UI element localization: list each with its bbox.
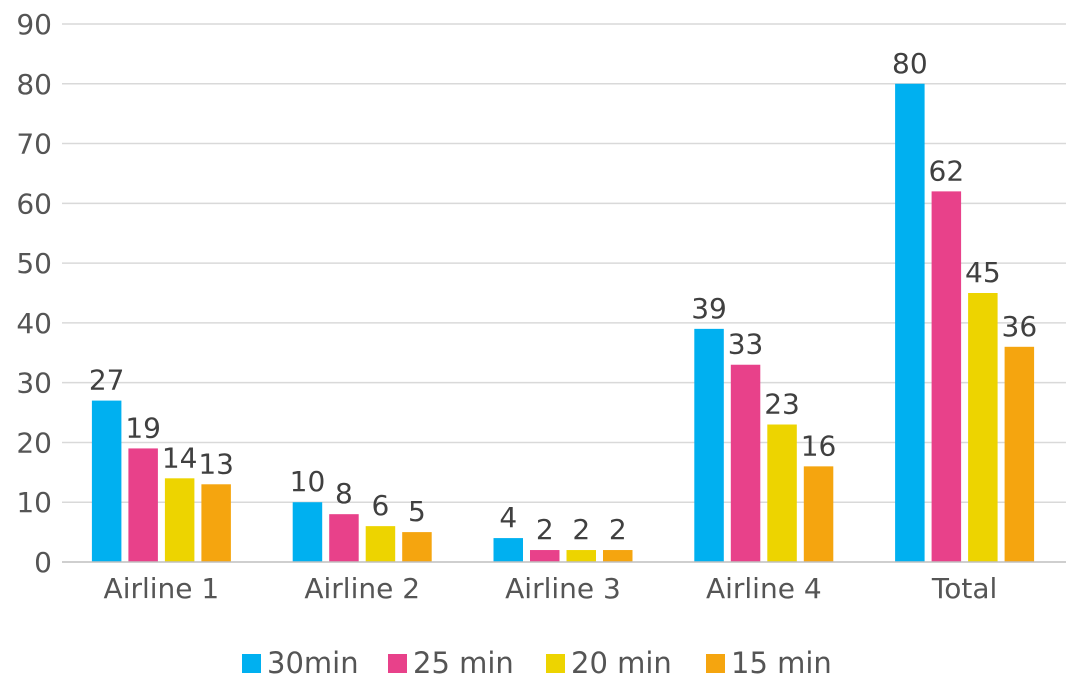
x-tick-label: Airline 2 [304,572,420,605]
bar [164,478,195,562]
bar [91,400,122,562]
legend-label: 15 min [731,646,832,678]
legend-swatch [388,654,407,673]
y-axis-tick-labels: 0 10 20 30 40 50 60 70 80 90 [16,8,52,579]
bar [201,484,231,562]
bar [968,293,998,562]
data-label: 36 [1002,310,1038,343]
y-tick-label: 60 [16,187,52,220]
y-tick-label: 50 [16,247,52,280]
y-tick-label: 20 [16,426,52,459]
bar [803,466,834,562]
data-label: 5 [408,495,426,528]
legend-item: 20 min [546,646,672,678]
bar [329,514,359,562]
data-label: 27 [89,364,125,397]
legend-label: 30min [267,646,359,678]
legend-item: 15 min [706,646,832,678]
bar [767,424,797,562]
y-tick-label: 70 [16,128,52,161]
data-label: 4 [499,501,517,534]
data-label: 45 [965,256,1001,289]
legend-label: 25 min [413,646,514,678]
data-label: 8 [335,477,353,510]
legend-swatch [242,654,261,673]
data-label: 33 [728,328,764,361]
bar [694,328,724,562]
bar [603,550,633,562]
bar [1004,346,1035,562]
legend-item: 30min [242,646,359,678]
bar [931,191,962,562]
legend-swatch [706,654,725,673]
y-tick-label: 90 [16,8,52,41]
data-label: 39 [691,292,727,325]
y-tick-label: 10 [16,486,52,519]
y-tick-label: 0 [34,546,52,579]
legend-item: 25 min [388,646,514,678]
bar [566,550,596,562]
x-tick-label: Airline 3 [505,572,621,605]
x-tick-label: Airline 1 [104,572,220,605]
legend-swatch [546,654,565,673]
data-label: 62 [929,154,965,187]
y-tick-label: 30 [16,367,52,400]
bar [292,502,323,562]
data-label: 10 [290,465,326,498]
data-label: 23 [764,388,800,421]
bars [91,83,1035,563]
bar [895,83,925,563]
data-label: 80 [892,47,928,80]
data-label: 2 [536,513,554,546]
legend-label: 20 min [571,646,672,678]
bar [493,538,523,562]
data-label: 2 [609,513,627,546]
data-label: 14 [162,441,198,474]
data-label: 2 [572,513,590,546]
gridlines [62,23,1066,503]
data-label: 13 [198,447,234,480]
data-label: 19 [125,411,161,444]
x-tick-label: Total [931,572,997,605]
x-tick-label: Airline 4 [706,572,822,605]
y-tick-label: 80 [16,68,52,101]
legend: 30min 25 min 20 min 15 min [242,646,832,678]
x-axis-tick-labels: Airline 1 Airline 2 Airline 3 Airline 4 Tota… [104,572,998,605]
y-tick-label: 40 [16,307,52,340]
bar [365,526,396,562]
bar [128,448,158,562]
bar [402,532,432,562]
data-label: 16 [801,429,837,462]
bar [530,550,560,562]
bar [730,364,761,562]
data-label: 6 [372,489,390,522]
